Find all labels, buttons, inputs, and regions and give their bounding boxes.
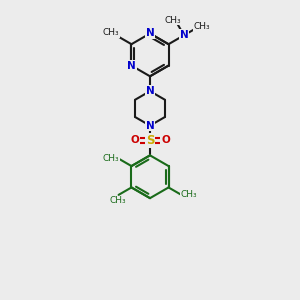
Text: N: N: [127, 61, 136, 70]
Text: CH₃: CH₃: [194, 22, 211, 32]
Text: CH₃: CH₃: [181, 190, 197, 200]
Text: CH₃: CH₃: [103, 154, 119, 163]
Text: N: N: [146, 121, 154, 130]
Text: N: N: [180, 30, 188, 40]
Text: O: O: [161, 136, 170, 146]
Text: CH₃: CH₃: [103, 28, 119, 37]
Text: O: O: [130, 136, 139, 146]
Text: S: S: [146, 134, 154, 147]
Text: N: N: [146, 86, 154, 96]
Text: CH₃: CH₃: [110, 196, 126, 205]
Text: N: N: [146, 28, 154, 38]
Text: CH₃: CH₃: [165, 16, 181, 25]
